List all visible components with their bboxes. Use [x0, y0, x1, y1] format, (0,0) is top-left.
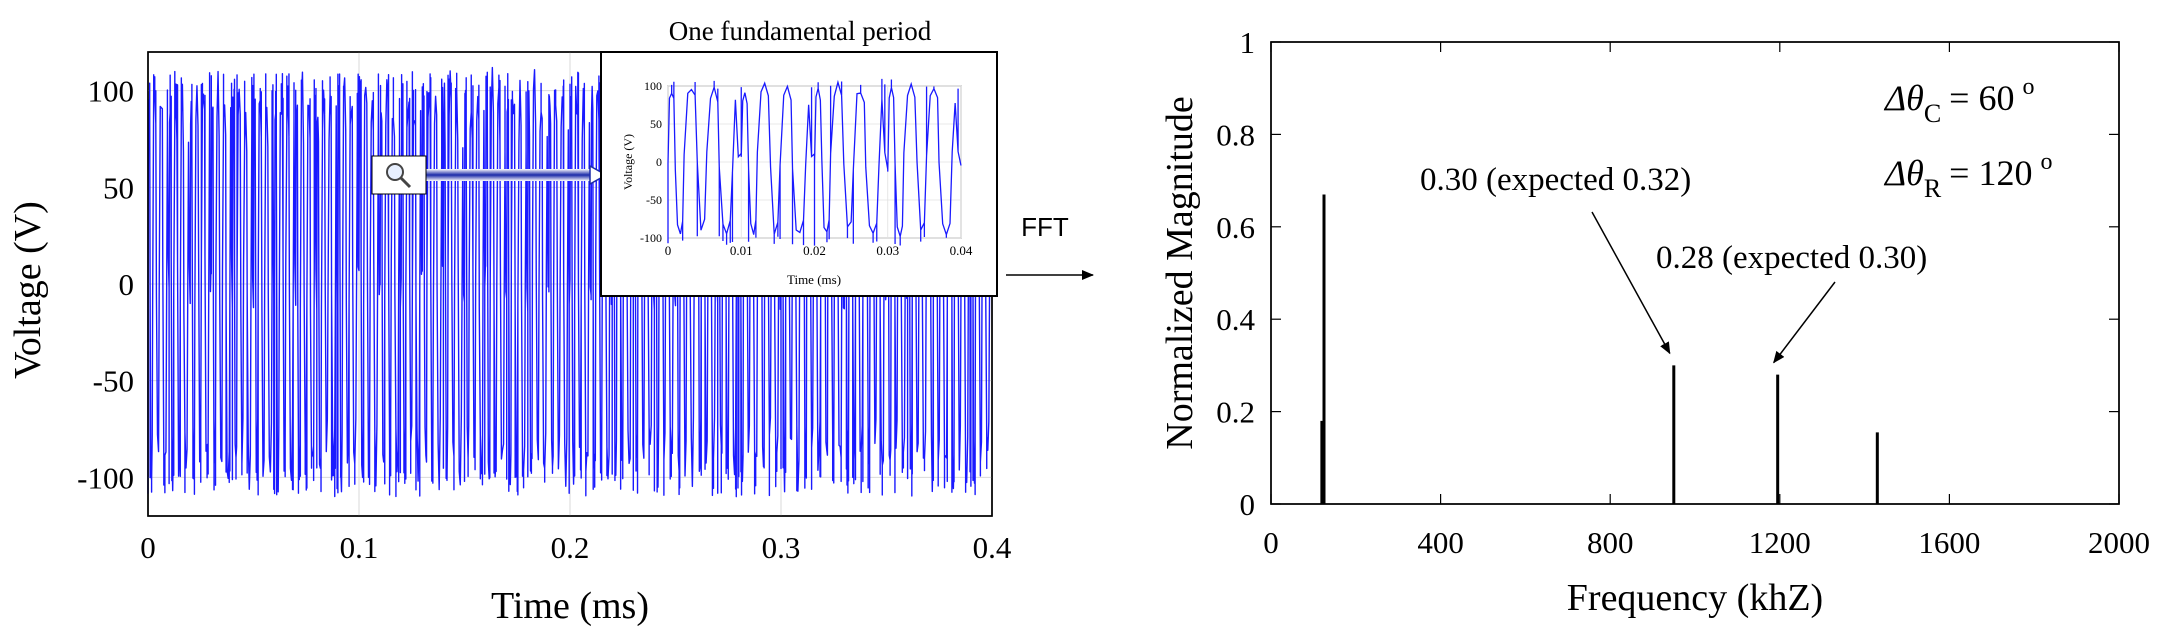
inset-series-line	[667, 78, 962, 246]
spectrum-frame	[1270, 41, 2120, 505]
voltage-y-tick-label: 100	[88, 74, 135, 109]
spectrum-y-tick-label: 1	[1240, 25, 1256, 60]
spectrum-annotation-arrow	[1591, 211, 1671, 355]
spectrum-x-tick-label: 800	[1587, 525, 1634, 560]
theta-r-value: = 120	[1949, 153, 2032, 193]
inset-x-tick-label: 0.02	[803, 243, 826, 258]
theta-r-subscript: R	[1924, 174, 1942, 203]
spectrum-y-tick-label: 0.8	[1216, 117, 1255, 152]
inset-x-tick-label: 0.03	[876, 243, 899, 258]
magnifier-icon	[386, 163, 412, 189]
inset-y-tick-label: -100	[640, 231, 662, 245]
theta-r-unit: o	[2040, 149, 2052, 175]
voltage-y-axis-label: Voltage (V)	[7, 201, 49, 379]
spectrum-x-tick-label: 400	[1417, 525, 1464, 560]
voltage-x-tick-label: 0.2	[551, 530, 590, 565]
spectrum-x-tick-label: 0	[1263, 525, 1279, 560]
zoom-arrow-head	[589, 164, 608, 186]
inset-y-axis-label: Voltage (V)	[621, 134, 635, 190]
inset-tick-labels: 0 0.01 0.02 0.03 0.04 100 50 0 -50 -100	[640, 79, 973, 258]
theta-c-unit: o	[2022, 74, 2034, 100]
spectrum-plot-area	[1270, 41, 2120, 505]
theta-r-parameter: ΔθR = 120 o	[1883, 149, 2052, 203]
spectrum-x-axis-label: Frequency (khZ)	[1567, 577, 1823, 619]
spectrum-bars	[1320, 194, 1879, 504]
theta-r-symbol: Δθ	[1883, 153, 1924, 193]
theta-c-symbol: Δθ	[1883, 78, 1924, 118]
spectrum-y-tick-label: 0.4	[1216, 302, 1255, 337]
fft-arrow: FFT	[1006, 212, 1094, 280]
theta-c-value: = 60	[1949, 78, 2014, 118]
voltage-x-tick-label: 0.1	[340, 530, 379, 565]
spectrum-annotation-arrow	[1773, 281, 1836, 364]
inset-x-tick-label: 0.01	[730, 243, 753, 258]
voltage-y-tick-label: 0	[119, 267, 135, 302]
spectrum-chart: 0 400 800 1200 1600 2000 1 0.8 0.6 0.4 0.2 0 Freque…	[1159, 25, 2150, 619]
spectrum-y-tick-label: 0.2	[1216, 395, 1255, 430]
voltage-x-tick-label: 0.4	[973, 530, 1012, 565]
voltage-x-axis-label: Time (ms)	[491, 585, 649, 627]
inset-y-tick-label: -50	[646, 193, 662, 207]
spectrum-annotation-text: 0.28 (expected 0.30)	[1656, 240, 1927, 276]
inset-chart: One fundamental period 0 0.01 0.02 0.03 0.04…	[600, 16, 998, 297]
inset-x-tick-label: 0	[665, 243, 672, 258]
voltage-x-tick-label: 0.3	[762, 530, 801, 565]
inset-x-axis-label: Time (ms)	[787, 272, 841, 287]
voltage-y-tick-label: -50	[93, 364, 134, 399]
spectrum-annotation-text: 0.30 (expected 0.32)	[1420, 162, 1691, 198]
inset-y-tick-label: 0	[656, 155, 662, 169]
spectrum-x-tick-label: 1600	[1918, 525, 1980, 560]
theta-c-parameter: ΔθC = 60 o	[1883, 74, 2034, 128]
spectrum-y-tick-label: 0.6	[1216, 210, 1255, 245]
voltage-y-tick-label: 50	[103, 170, 134, 205]
svg-text:ΔθC= 60o: ΔθC = 60 o	[1883, 74, 2034, 128]
zoom-callout	[371, 155, 608, 195]
spectrum-y-axis-label: Normalized Magnitude	[1159, 96, 1201, 450]
zoom-arrow-shaft	[426, 169, 598, 181]
voltage-tick-labels: 0 0.1 0.2 0.3 0.4 100 50 0 -50 -100	[77, 74, 1012, 565]
inset-y-tick-label: 100	[644, 79, 662, 93]
spectrum-x-tick-label: 1200	[1749, 525, 1811, 560]
spectrum-annotations: 0.30 (expected 0.32) 0.28 (expected 0.30)	[1420, 162, 1927, 364]
inset-y-tick-label: 50	[650, 117, 662, 131]
voltage-x-tick-label: 0	[140, 530, 156, 565]
spectrum-tick-labels: 0 400 800 1200 1600 2000 1 0.8 0.6 0.4 0.2 0	[1216, 25, 2150, 560]
spectrum-x-tick-label: 2000	[2088, 525, 2150, 560]
inset-x-tick-label: 0.04	[950, 243, 973, 258]
inset-title: One fundamental period	[669, 16, 932, 46]
spectrum-y-tick-label: 0	[1240, 487, 1256, 522]
inset-waveform	[667, 78, 962, 246]
theta-c-subscript: C	[1924, 99, 1941, 128]
fft-label: FFT	[1021, 212, 1069, 242]
voltage-y-tick-label: -100	[77, 460, 134, 495]
magnifier-box	[371, 155, 427, 195]
